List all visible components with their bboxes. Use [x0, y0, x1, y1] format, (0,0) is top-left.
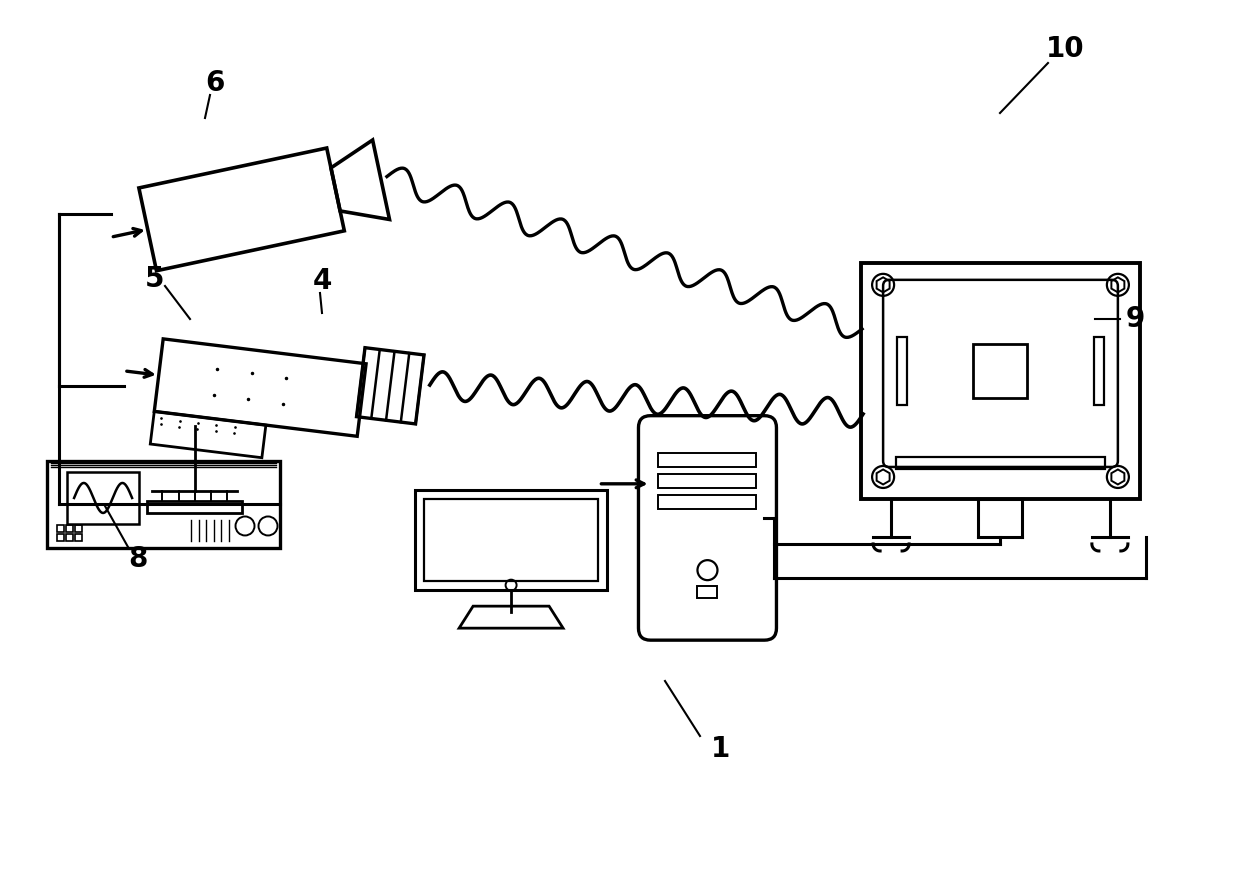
Text: 5: 5 — [145, 265, 165, 293]
Bar — [76, 526, 82, 532]
Bar — [76, 535, 82, 541]
Bar — [57, 535, 63, 541]
Text: 4: 4 — [312, 267, 332, 295]
Text: 10: 10 — [1046, 35, 1084, 63]
Bar — [66, 526, 73, 532]
Bar — [57, 526, 63, 532]
Text: 1: 1 — [710, 735, 730, 763]
Text: 6: 6 — [206, 69, 224, 97]
Text: 9: 9 — [1125, 305, 1145, 333]
Bar — [66, 535, 73, 541]
Text: 8: 8 — [129, 545, 147, 573]
